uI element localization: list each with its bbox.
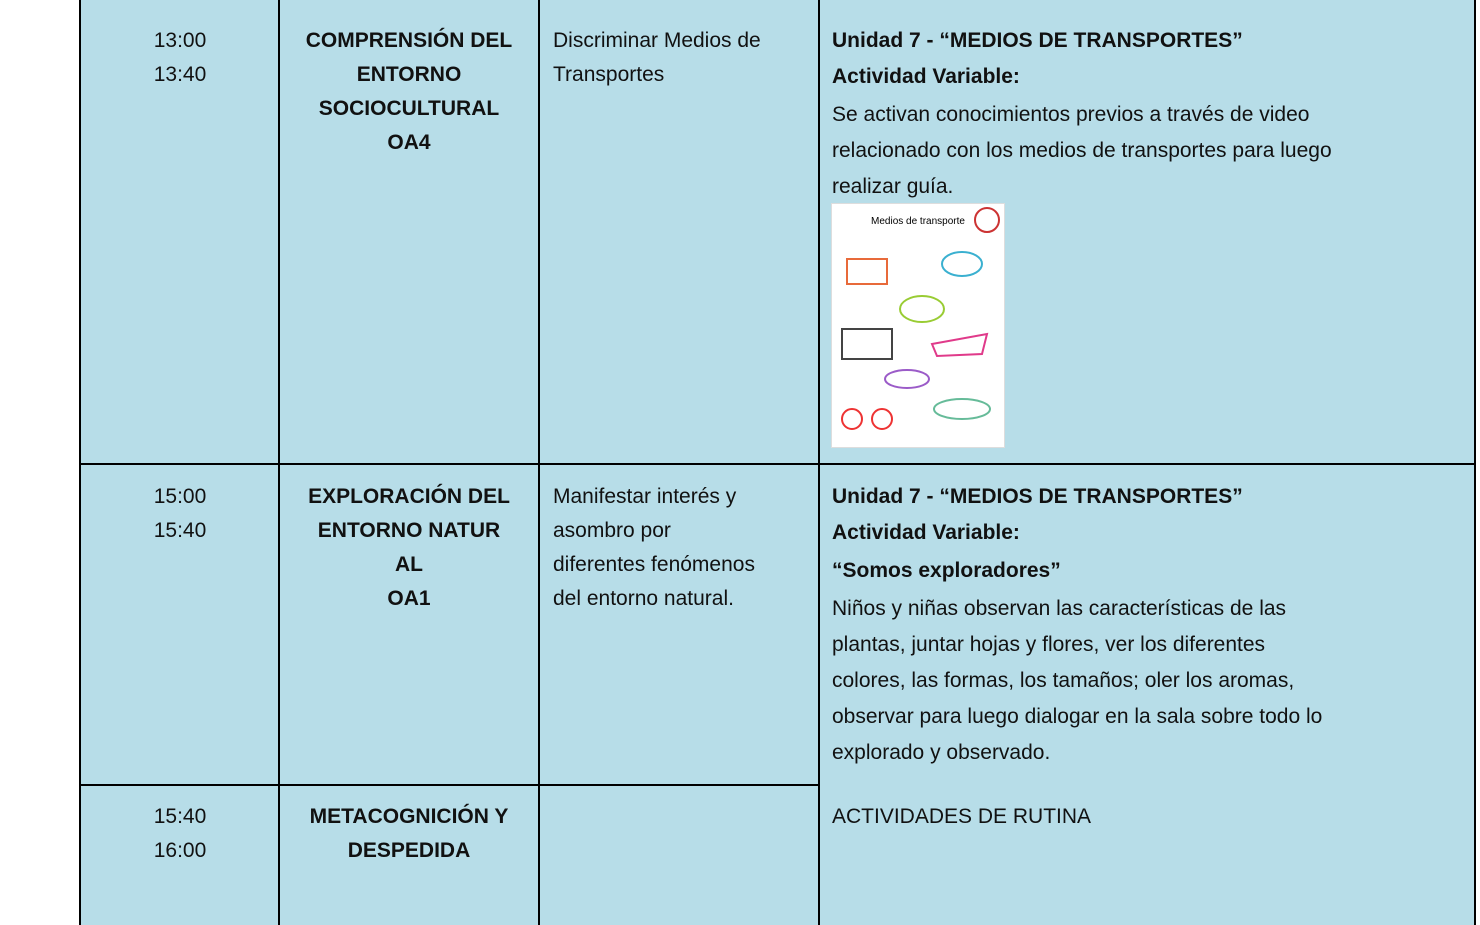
worksheet-image: Medios de transporte [831, 203, 1005, 448]
subject: OA1 [387, 587, 431, 610]
border [818, 0, 820, 925]
objective: Manifestar interés y [553, 485, 737, 508]
time: 16:00 [153, 839, 207, 862]
subject: DESPEDIDA [347, 839, 471, 862]
objective: Transportes [553, 63, 665, 86]
time: 13:40 [153, 63, 207, 86]
objective: diferentes fenómenos [553, 553, 755, 576]
subject: COMPRENSIÓN DEL [305, 29, 513, 52]
image-drawing [841, 207, 1000, 430]
activity-text: colores, las formas, los tamaños; oler l… [832, 669, 1295, 692]
objective: Discriminar Medios de [553, 29, 761, 52]
objective: del entorno natural. [553, 587, 734, 610]
table-bg [80, 0, 1475, 925]
activity-label: Actividad Variable: [832, 65, 1020, 88]
activity-text: relacionado con los medios de transporte… [832, 139, 1332, 162]
subject: METACOGNICIÓN Y [309, 805, 509, 828]
subject: SOCIOCULTURAL [318, 97, 500, 120]
activity-text: Se activan conocimientos previos a travé… [832, 103, 1310, 126]
activity-name: “Somos exploradores” [832, 559, 1061, 582]
time: 13:00 [153, 29, 207, 52]
activity-unit: Unidad 7 - “MEDIOS DE TRANSPORTES” [832, 485, 1243, 508]
activity-text: Niños y niñas observan las característic… [832, 597, 1287, 620]
border [1474, 0, 1476, 925]
subject: OA4 [387, 131, 431, 154]
subject: EXPLORACIÓN DEL [308, 485, 510, 508]
time: 15:00 [153, 485, 207, 508]
subject: ENTORNO NATUR [317, 519, 501, 542]
objective: asombro por [553, 519, 671, 542]
time: 15:40 [153, 519, 207, 542]
subject: AL [395, 553, 423, 576]
border [538, 0, 540, 925]
image-title: Medios de transporte [871, 216, 965, 227]
activity-text: ACTIVIDADES DE RUTINA [832, 805, 1092, 828]
activity-unit: Unidad 7 - “MEDIOS DE TRANSPORTES” [832, 29, 1243, 52]
border [278, 0, 280, 925]
border [79, 0, 81, 925]
activity-text: realizar guía. [832, 175, 954, 198]
time: 15:40 [153, 805, 207, 828]
subject: ENTORNO [356, 63, 462, 86]
border [80, 463, 1476, 465]
activity-text: observar para luego dialogar en la sala … [832, 705, 1323, 728]
border [80, 784, 820, 786]
activity-label: Actividad Variable: [832, 521, 1020, 544]
activity-text: explorado y observado. [832, 741, 1051, 764]
activity-text: plantas, juntar hojas y flores, ver los … [832, 633, 1266, 656]
